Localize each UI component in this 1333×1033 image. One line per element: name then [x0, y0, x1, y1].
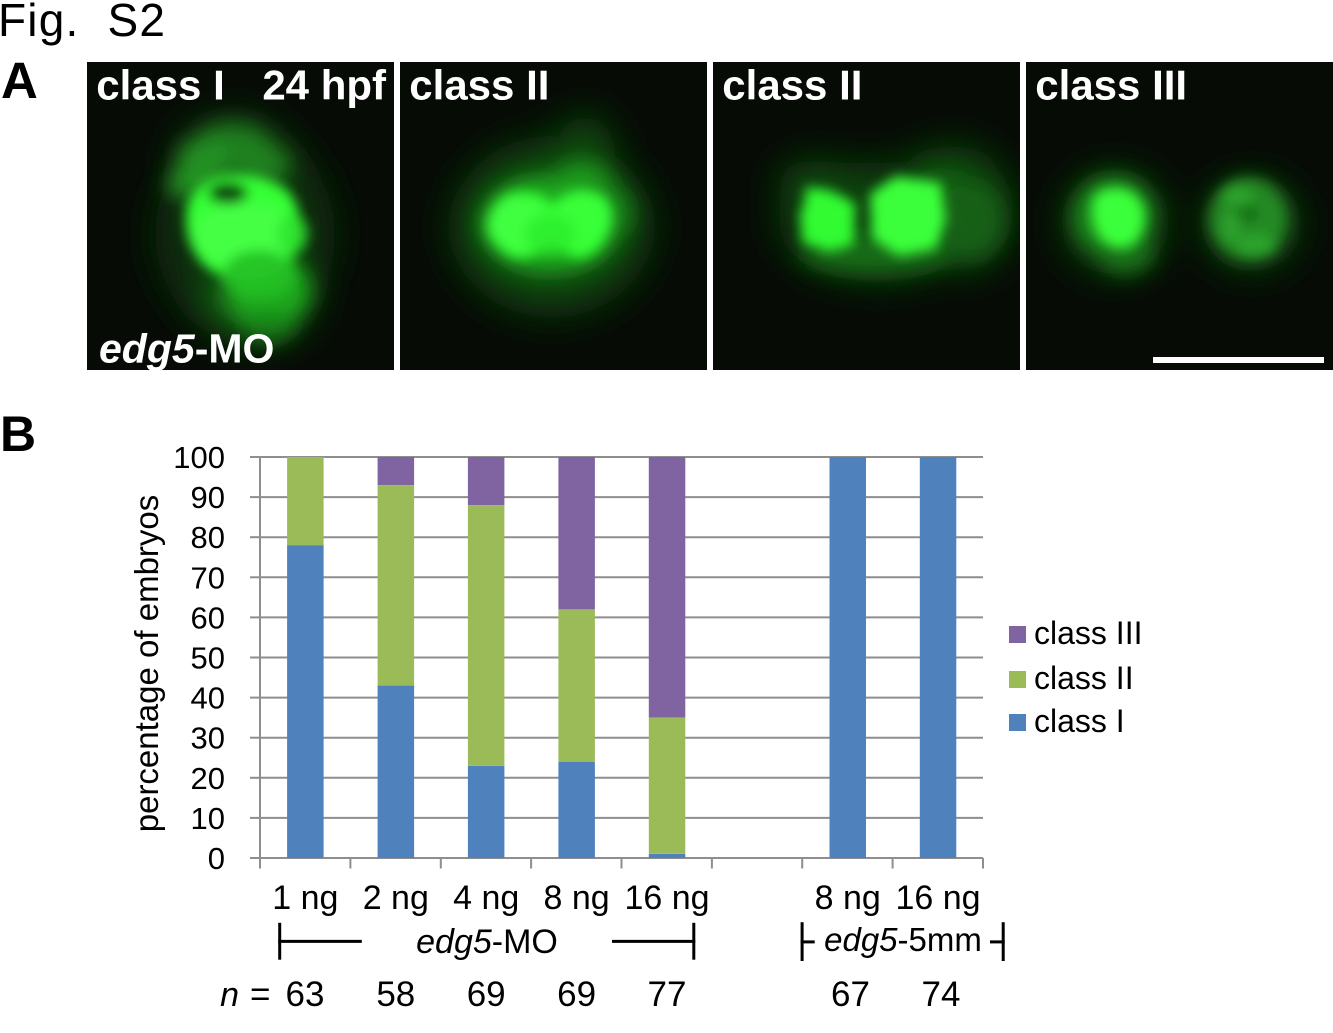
svg-text:class II: class II: [1034, 660, 1134, 696]
svg-text:70: 70: [191, 560, 225, 595]
svg-text:16 ng: 16 ng: [895, 879, 980, 917]
svg-text:74: 74: [922, 975, 961, 1014]
svg-text:69: 69: [467, 975, 506, 1014]
svg-text:2 ng: 2 ng: [363, 879, 429, 917]
svg-text:edg5-MO: edg5-MO: [99, 325, 274, 370]
svg-text:58: 58: [376, 975, 415, 1014]
svg-text:24 hpf: 24 hpf: [262, 62, 387, 109]
svg-text:40: 40: [191, 681, 225, 716]
svg-text:4 ng: 4 ng: [453, 879, 519, 917]
svg-text:90: 90: [191, 480, 225, 515]
svg-text:1 ng: 1 ng: [272, 879, 338, 917]
svg-text:69: 69: [557, 975, 596, 1014]
svg-text:10: 10: [191, 801, 225, 836]
svg-text:63: 63: [286, 975, 325, 1014]
svg-text:edg5-5mm: edg5-5mm: [824, 921, 982, 958]
svg-text:8 ng: 8 ng: [544, 879, 610, 917]
svg-text:class II: class II: [722, 62, 862, 109]
svg-text:class I: class I: [96, 62, 224, 109]
svg-text:50: 50: [191, 641, 225, 676]
svg-text:0: 0: [208, 841, 225, 876]
svg-text:16 ng: 16 ng: [624, 879, 709, 917]
svg-text:20: 20: [191, 761, 225, 796]
svg-text:edg5-MO: edg5-MO: [416, 923, 558, 961]
svg-text:30: 30: [191, 721, 225, 756]
svg-text:77: 77: [648, 975, 687, 1014]
svg-text:class I: class I: [1034, 703, 1125, 739]
svg-text:class III: class III: [1035, 62, 1187, 109]
svg-text:67: 67: [831, 975, 870, 1014]
svg-text:percentage of embryos: percentage of embryos: [128, 495, 165, 833]
svg-text:class III: class III: [1034, 615, 1142, 651]
svg-text:n: n: [220, 976, 239, 1014]
svg-text:class II: class II: [409, 62, 549, 109]
svg-text:60: 60: [191, 600, 225, 635]
svg-text:80: 80: [191, 520, 225, 555]
svg-text:100: 100: [173, 440, 225, 475]
svg-text:=: =: [250, 975, 270, 1014]
svg-text:8 ng: 8 ng: [815, 879, 881, 917]
